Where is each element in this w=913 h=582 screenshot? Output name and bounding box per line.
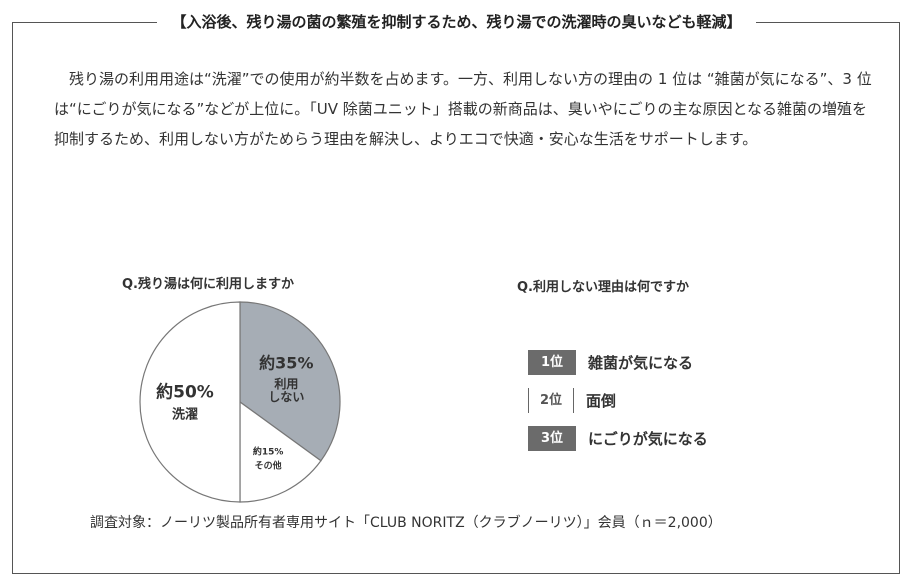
rank-reason: にごりが気になる — [588, 430, 708, 448]
headline: 【入浴後、残り湯の菌の繁殖を抑制するため、残り湯での洗濯時の臭いなども軽減】 — [157, 13, 756, 31]
rank-reason: 雑菌が気になる — [588, 354, 694, 372]
pie-category-label: 洗濯 — [172, 406, 198, 422]
rank-badge: 2位 — [528, 388, 574, 413]
survey-footnote: 調査対象：ノーリツ製品所有者専用サイト「CLUB NORITZ（クラブノーリツ）… — [90, 515, 722, 531]
headline-bar: 【入浴後、残り湯の菌の繁殖を抑制するため、残り湯での洗濯時の臭いなども軽減】 — [0, 11, 913, 33]
rank-badge: 3位 — [528, 426, 576, 451]
rank-reason: 面倒 — [586, 392, 617, 410]
usage-question-title: Q.残り湯は何に利用しますか — [122, 277, 294, 292]
pie-value-label: 約15% — [253, 446, 284, 458]
pie-slice — [239, 301, 341, 462]
pie-slice — [239, 400, 322, 503]
rank-row: 3位 にごりが気になる — [528, 425, 708, 452]
reason-question-title: Q.利用しない理由は何ですか — [517, 280, 689, 295]
pie-slice — [139, 301, 241, 503]
pie-value-label: 約35% — [259, 353, 313, 372]
pie-category-label: しない — [268, 390, 304, 404]
pie-category-label: 利用 — [274, 376, 298, 391]
pie-category-label: その他 — [255, 459, 282, 471]
rank-row: 1位 雑菌が気になる — [528, 349, 708, 376]
usage-pie-chart: 約35% 利用 しない約15% その他 約50% 洗濯 — [138, 300, 342, 504]
reason-ranking-list: 1位 雑菌が気になる 2位 面倒 3位 にごりが気になる — [528, 349, 708, 463]
rank-badge: 1位 — [528, 350, 576, 375]
pie-value-label: 約50% — [156, 382, 214, 403]
rank-row: 2位 面倒 — [528, 387, 708, 414]
body-paragraph: 残り湯の利用用途は“洗濯”での使用が約半数を占めます。一方、利用しない方の理由の… — [54, 70, 872, 148]
